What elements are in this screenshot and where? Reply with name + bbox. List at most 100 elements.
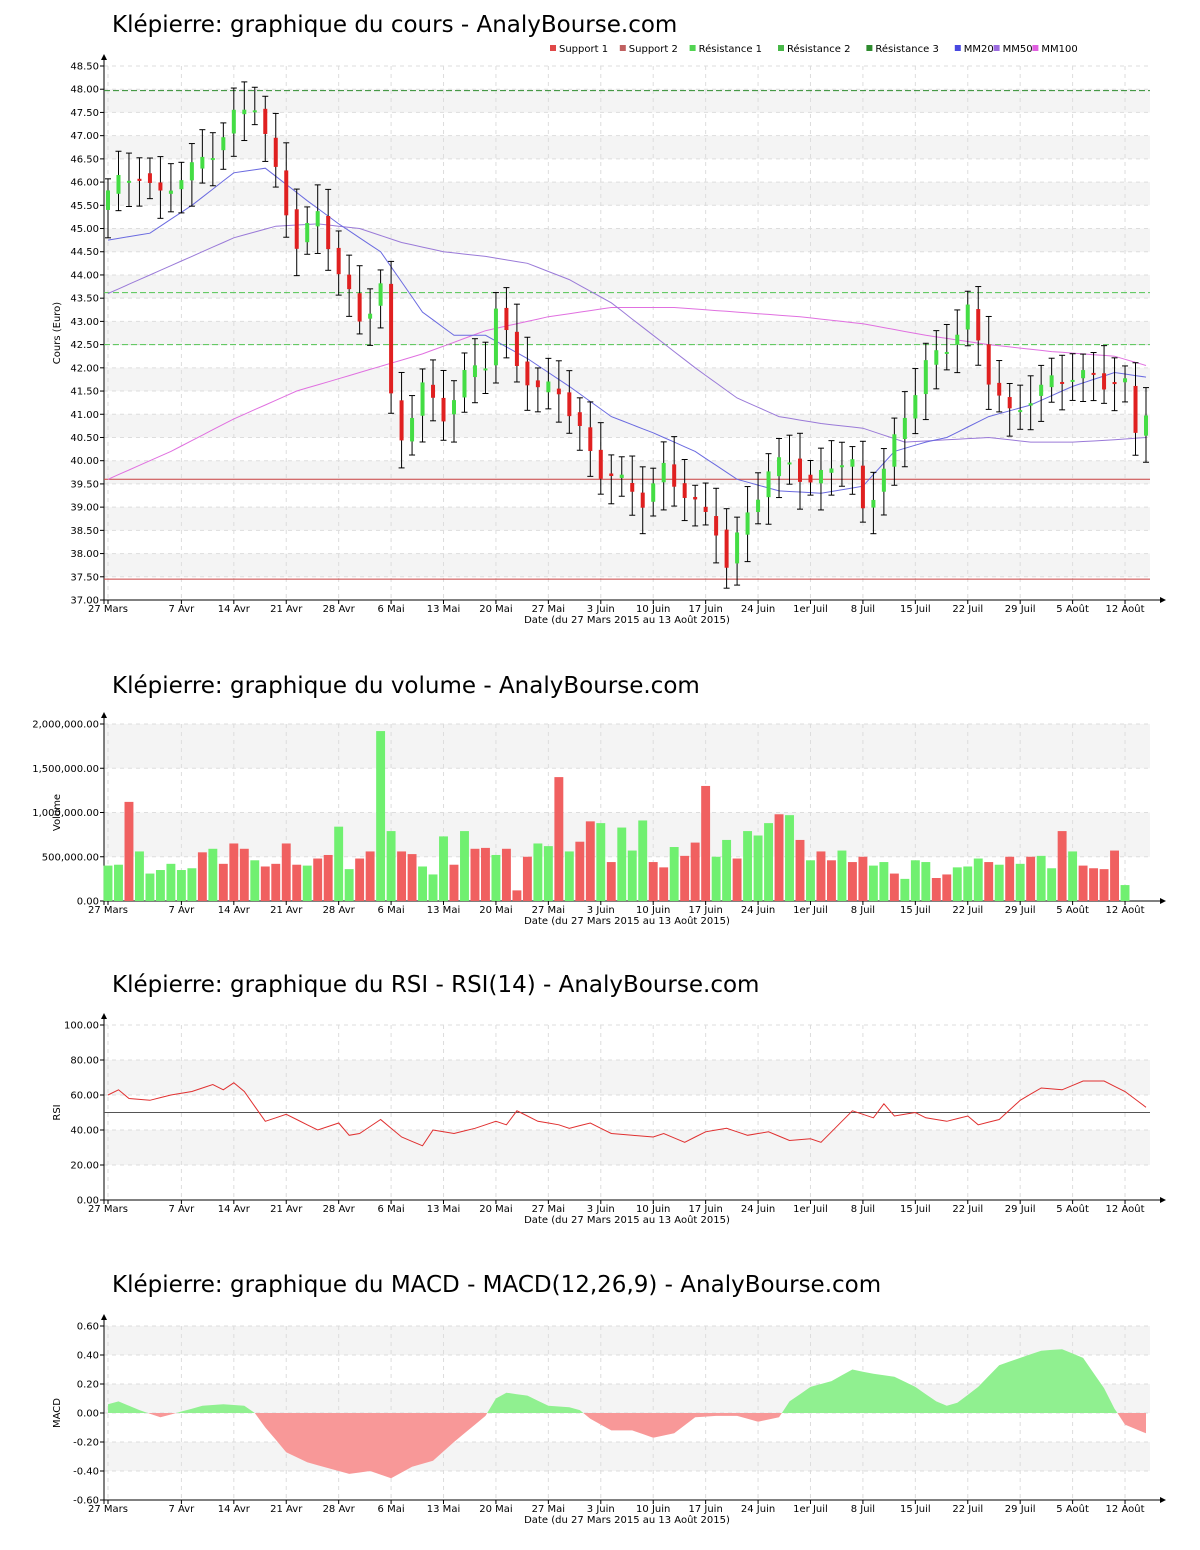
macd-xtick-label: 22 Juil [952, 1504, 983, 1515]
rsi-ytick-label: 40.00 [70, 1126, 99, 1137]
price-candle-body [745, 512, 750, 535]
price-band [104, 89, 1150, 113]
macd-y-arrow [101, 1314, 107, 1320]
price-candle-body [116, 174, 121, 194]
volume-bar [334, 826, 344, 901]
price-candle-body [546, 381, 551, 393]
volume-bar [617, 827, 627, 901]
price-candle-body [514, 331, 519, 366]
price-candle-body [818, 469, 823, 484]
volume-bar [522, 856, 532, 901]
price-legend-swatch [954, 45, 961, 51]
price-candle-body [399, 400, 404, 441]
rsi-ytick-label: 100.00 [64, 1021, 99, 1032]
volume-bar [208, 848, 218, 901]
price-candle-body [305, 223, 310, 243]
price-candle-body [661, 462, 666, 483]
price-candle-body [1133, 385, 1138, 433]
volume-bar [931, 877, 941, 901]
rsi-xtick-label: 13 Mai [427, 1204, 460, 1215]
price-candle-body [934, 350, 939, 365]
price-yaxis-label: Cours (Euro) [52, 302, 63, 365]
price-candle-body [252, 110, 257, 113]
price-candle-body [944, 351, 949, 354]
volume-bar [659, 867, 669, 901]
price-band [104, 274, 1150, 299]
price-xtick-label: 10 Juin [636, 604, 670, 615]
price-legend-swatch [550, 45, 556, 51]
volume-bar [837, 850, 847, 901]
price-candle-body [126, 180, 131, 183]
volume-bar [302, 865, 312, 901]
price-candle-body [483, 368, 488, 371]
macd-xtick-label: 21 Avr [270, 1504, 303, 1515]
macd-yaxis-label: MACD [52, 1398, 63, 1428]
price-candle-body [504, 307, 509, 331]
macd-ytick-label: 0.60 [77, 1322, 99, 1333]
price-candle-body [1049, 375, 1054, 388]
volume-bar [711, 856, 721, 901]
volume-bar [355, 858, 365, 901]
volume-bar [491, 854, 501, 901]
macd-negative-area [1117, 1413, 1146, 1434]
price-ytick-label: 45.00 [70, 224, 99, 235]
price-candle-body [1091, 372, 1096, 375]
volume-xtick-label: 6 Mai [378, 905, 405, 916]
price-candle-body [556, 388, 561, 395]
price-candle-body [923, 360, 928, 395]
price-candle-body [986, 344, 991, 385]
price-xtick-label: 5 Août [1056, 603, 1089, 615]
volume-xtick-label: 28 Avr [323, 905, 356, 916]
price-band [104, 182, 1150, 206]
volume-bar [376, 731, 386, 901]
price-candle-body [189, 162, 194, 181]
rsi-xtick-label: 10 Juin [636, 1204, 670, 1215]
price-legend-label: MM20 [964, 44, 994, 55]
macd-band [104, 1326, 1150, 1355]
price-xtick-label: 20 Mai [479, 604, 512, 615]
price-candle-body [168, 190, 173, 194]
volume-bar [1047, 868, 1057, 901]
price-candle-body [1123, 378, 1128, 383]
macd-xtick-label: 27 Mars [88, 1504, 128, 1515]
price-candle-body [1039, 384, 1044, 396]
price-candle-body [137, 178, 142, 181]
volume-xtick-label: 22 Juil [952, 905, 983, 916]
price-ytick-label: 48.50 [70, 62, 99, 73]
volume-bar [596, 823, 606, 901]
price-candle-body [1007, 397, 1012, 409]
price-legend-label: Résistance 1 [699, 43, 762, 55]
price-candle-body [839, 465, 844, 468]
macd-x-arrow [1160, 1497, 1166, 1503]
price-y-arrow [101, 54, 107, 60]
price-candle-body [1102, 373, 1107, 390]
price-candle-body [871, 499, 876, 508]
volume-bar [114, 864, 123, 901]
volume-bar [963, 866, 973, 901]
price-band [104, 135, 1150, 159]
volume-bar [889, 873, 899, 901]
price-ytick-label: 46.00 [70, 178, 99, 189]
price-legend-swatch [993, 45, 1000, 51]
price-legend-swatch [689, 45, 696, 51]
price-ytick-label: 47.00 [70, 131, 99, 142]
price-candle-body [315, 211, 320, 227]
volume-bar [124, 801, 134, 901]
price-ytick-label: 44.00 [70, 270, 99, 281]
price-candle-body [493, 308, 498, 366]
volume-bar [606, 862, 616, 901]
price-candle-body [609, 473, 614, 476]
volume-bar [543, 846, 553, 901]
price-candle-body [787, 462, 792, 465]
macd-xtick-label: 28 Avr [323, 1504, 356, 1515]
macd-xtick-label: 8 Juil [851, 1504, 875, 1515]
rsi-xtick-label: 8 Juil [851, 1204, 875, 1215]
macd-positive-area [108, 1401, 148, 1413]
volume-bar [229, 843, 239, 901]
volume-bar [722, 839, 732, 901]
price-candle-body [410, 417, 415, 442]
rsi-ytick-label: 0.00 [77, 1196, 99, 1207]
price-xtick-label: 21 Avr [270, 604, 303, 615]
price-candle-body [892, 434, 897, 467]
